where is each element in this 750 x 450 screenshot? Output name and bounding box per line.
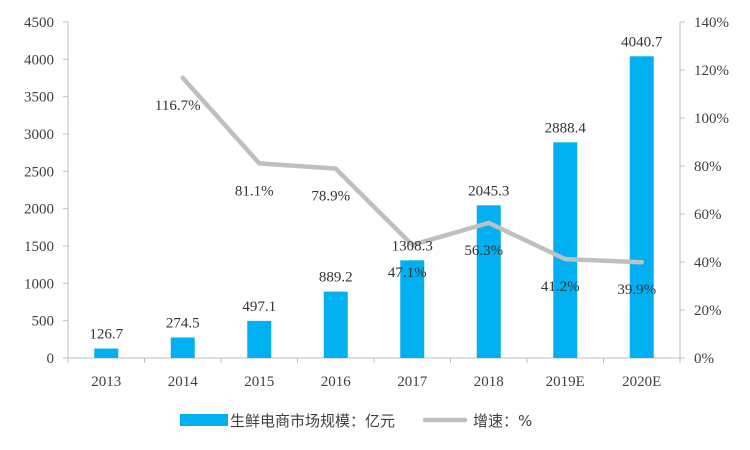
bar [94, 348, 119, 358]
bar [553, 142, 578, 358]
left-tick-label: 1500 [24, 239, 54, 255]
bar-value-label: 2888.4 [545, 120, 587, 136]
left-tick-label: 500 [32, 314, 55, 330]
legend: 生鲜电商市场规模：亿元 增速：% [180, 412, 532, 430]
x-tick-label: 2017 [397, 374, 428, 390]
left-tick-label: 1000 [24, 276, 54, 292]
left-tick-label: 0 [47, 351, 55, 367]
growth-value-label: 39.9% [617, 282, 656, 298]
bar-value-label: 889.2 [319, 270, 353, 286]
bar [247, 320, 272, 358]
bar [629, 56, 654, 358]
growth-line-path [180, 75, 644, 265]
bars [94, 56, 654, 358]
bar-value-label: 497.1 [242, 299, 276, 315]
x-tick-label: 2016 [321, 374, 352, 390]
x-tick-label: 2018 [474, 374, 504, 390]
x-tick-label: 2019E [546, 374, 585, 390]
bar [476, 205, 501, 358]
x-tick-label: 2013 [91, 374, 121, 390]
right-tick-label: 80% [694, 159, 722, 175]
bar-value-label: 274.5 [166, 316, 200, 332]
data-labels: 126.7 274.5 497.1 889.2 1308.3 2045.3 2888.4 40… [89, 34, 663, 342]
legend-line-label: 增速：% [473, 412, 532, 430]
left-tick-label: 2500 [24, 164, 54, 180]
bar [400, 260, 425, 358]
bar-value-label: 1308.3 [392, 238, 433, 254]
right-tick-label: 20% [694, 303, 722, 319]
left-tick-label: 3500 [24, 90, 54, 106]
legend-bar-swatch [180, 414, 228, 426]
left-tick-label: 2000 [24, 202, 54, 218]
growth-value-label: 47.1% [388, 265, 427, 281]
left-tick-label: 4000 [24, 52, 54, 68]
right-tick-label: 40% [694, 255, 722, 271]
legend-bar-label: 生鲜电商市场规模：亿元 [230, 412, 395, 430]
right-tick-label: 120% [694, 63, 729, 79]
growth-value-label: 78.9% [311, 189, 350, 205]
bar-value-label: 126.7 [89, 327, 123, 343]
growth-line [180, 75, 644, 265]
growth-value-label: 41.2% [541, 279, 580, 295]
right-tick-label: 0% [694, 351, 714, 367]
right-tick-label: 100% [694, 111, 729, 127]
x-tick-label: 2015 [244, 374, 274, 390]
x-tick-label: 2020E [622, 374, 661, 390]
axes: 0 500 1000 1500 2000 2500 3000 3500 4000 4500 0% 20… [24, 15, 729, 390]
growth-value-label: 116.7% [155, 98, 201, 114]
right-tick-label: 60% [694, 207, 722, 223]
bar-value-label: 2045.3 [468, 183, 509, 199]
left-tick-label: 4500 [24, 15, 54, 31]
bar [170, 337, 195, 358]
bar [323, 291, 348, 358]
right-tick-label: 140% [694, 15, 729, 31]
growth-value-label: 56.3% [464, 243, 503, 259]
left-tick-label: 3000 [24, 127, 54, 143]
x-tick-label: 2014 [168, 374, 199, 390]
bar-value-label: 4040.7 [621, 34, 663, 50]
growth-value-label: 81.1% [235, 183, 274, 199]
